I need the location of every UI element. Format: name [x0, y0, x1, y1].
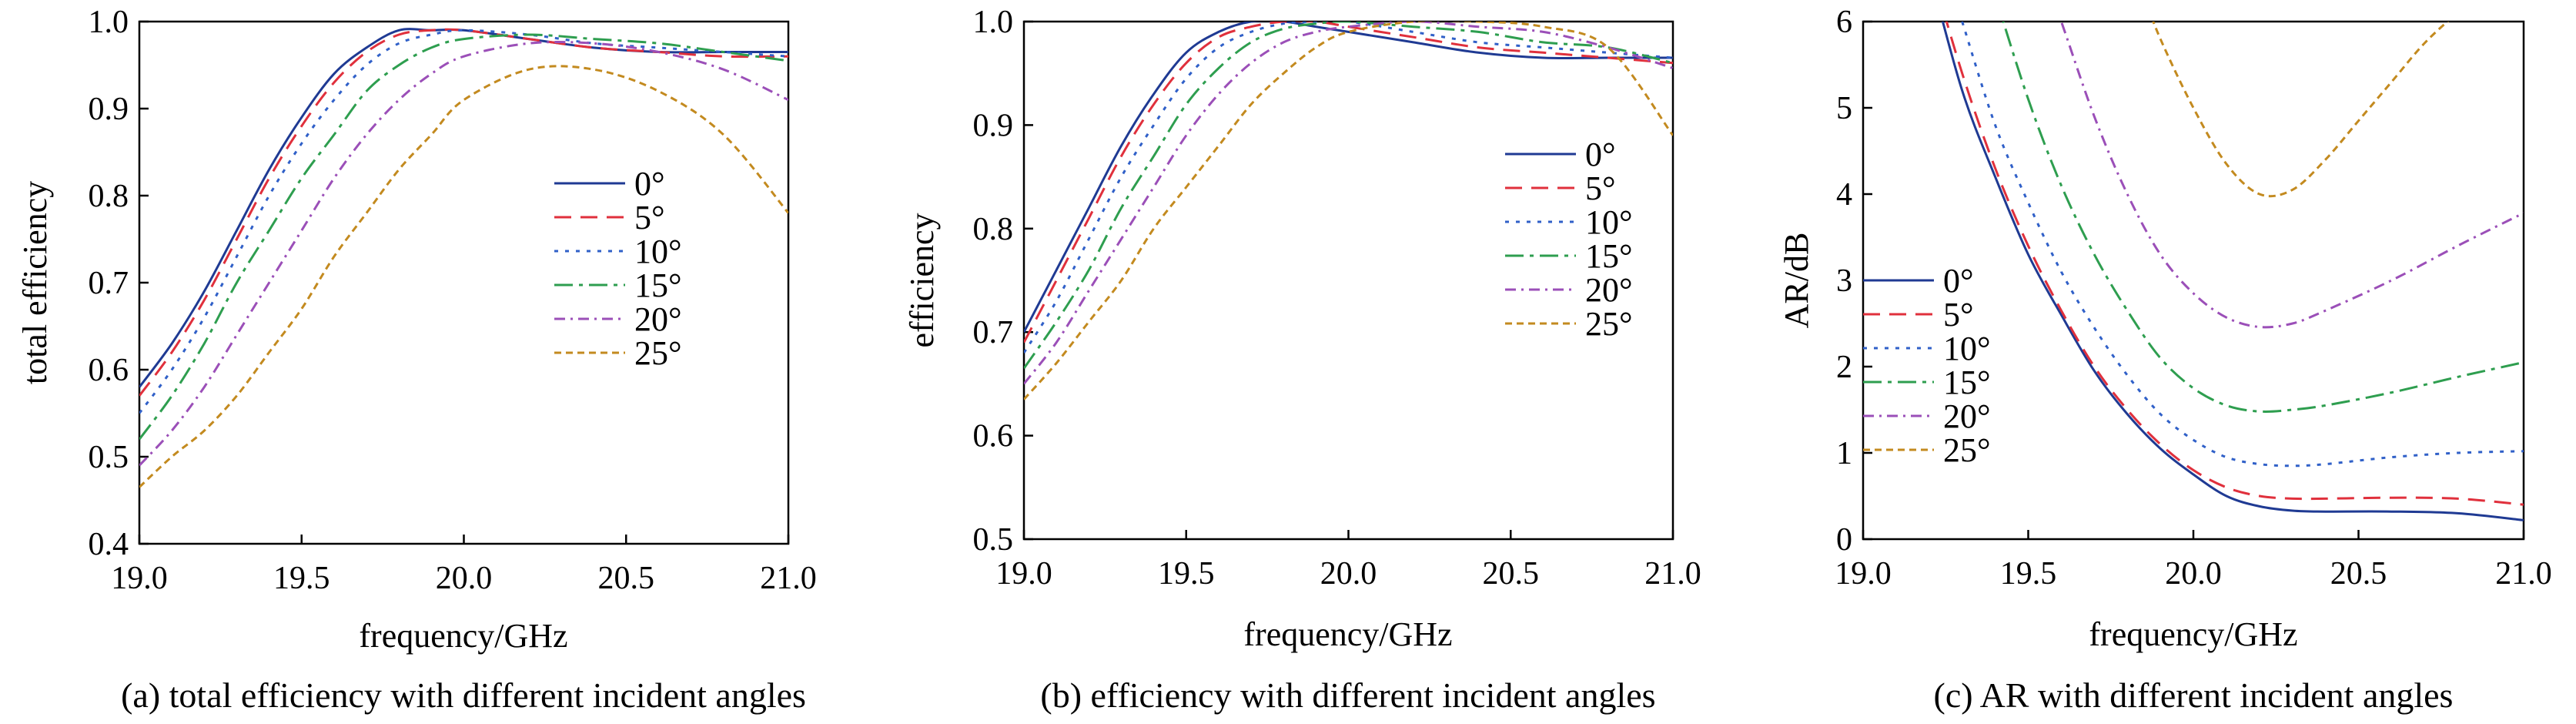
series-line-0: [139, 28, 788, 388]
y-tick-label: 0.9: [973, 108, 1014, 143]
legend-label: 25°: [1943, 431, 1991, 469]
y-axis-label: efficiency: [903, 213, 941, 347]
x-axis-label: frequency/GHz: [359, 617, 567, 655]
y-tick-label: 1.0: [973, 5, 1014, 40]
series-line-5: [2152, 22, 2450, 198]
y-tick-label: 3: [1836, 263, 1852, 299]
x-ticks: 19.0 19.5 20.0 20.5 21.0: [1835, 530, 2552, 592]
x-ticks: 19.0 19.5 20.0 20.5 21.0: [111, 535, 817, 596]
series-line-1: [1024, 22, 1673, 344]
legend-label: 0°: [1943, 262, 1974, 300]
y-tick-label: 0.9: [89, 92, 129, 127]
caption: (c) AR with different incident angles: [1934, 675, 2454, 715]
legend-label: 10°: [634, 233, 682, 270]
series-line-4: [139, 41, 788, 467]
legend-label: 10°: [1943, 330, 1991, 367]
y-tick-label: 2: [1836, 350, 1852, 385]
series-line-1: [139, 28, 788, 397]
x-tick-label: 19.0: [995, 556, 1052, 592]
legend-label: 15°: [1943, 364, 1991, 401]
legend: 0°5°10°15°20°25°: [554, 165, 682, 372]
y-tick-label: 0.5: [973, 522, 1014, 558]
series-line-2: [139, 28, 788, 414]
series-line-1: [1945, 22, 2524, 506]
x-tick-label: 19.5: [1158, 556, 1215, 592]
legend-label: 5°: [634, 199, 665, 236]
series-lines: [139, 28, 788, 488]
y-tick-label: 4: [1836, 177, 1852, 213]
legend: 0°5°10°15°20°25°: [1505, 136, 1633, 343]
x-tick-label: 21.0: [1644, 556, 1701, 592]
x-tick-label: 19.0: [1835, 556, 1892, 592]
x-tick-label: 19.0: [111, 561, 168, 596]
series-lines: [1941, 22, 2524, 521]
y-tick-label: 0.8: [973, 212, 1014, 247]
series-lines: [1024, 22, 1673, 401]
x-tick-label: 19.5: [2000, 556, 2057, 592]
y-tick-label: 0.7: [973, 315, 1014, 350]
legend: 0°5°10°15°20°25°: [1863, 262, 1991, 469]
y-tick-label: 0.8: [89, 179, 129, 214]
x-tick-label: 20.0: [436, 561, 493, 596]
series-line-5: [139, 65, 788, 488]
x-axis-label: frequency/GHz: [1243, 615, 1452, 653]
legend-label: 25°: [634, 334, 682, 372]
series-line-3: [2002, 22, 2524, 413]
x-axis-label: frequency/GHz: [2089, 615, 2297, 653]
y-tick-label: 0.5: [89, 440, 129, 475]
x-ticks: 19.0 19.5 20.0 20.5 21.0: [995, 530, 1701, 592]
y-tick-label: 0.4: [89, 527, 129, 562]
caption: (b) efficiency with different incident a…: [1040, 675, 1655, 715]
x-tick-label: 20.5: [598, 561, 655, 596]
legend-label: 20°: [1585, 271, 1633, 309]
legend-label: 5°: [1585, 169, 1616, 207]
series-line-0: [1024, 22, 1673, 333]
chart-b: 0.50.60.70.80.91.0 19.0 19.5 20.0 20.5 21.0 …: [903, 5, 1701, 715]
x-tick-label: 20.5: [2330, 556, 2387, 592]
x-tick-label: 20.0: [1320, 556, 1377, 592]
legend-label: 10°: [1585, 203, 1633, 241]
series-line-2: [1961, 22, 2524, 468]
series-line-0: [1941, 22, 2524, 521]
x-tick-label: 20.5: [1483, 556, 1540, 592]
y-tick-label: 0.6: [973, 419, 1014, 454]
series-line-4: [2059, 22, 2524, 329]
y-axis-label: AR/dB: [1778, 233, 1815, 329]
caption: (a) total efficiency with different inci…: [121, 675, 806, 715]
legend-label: 20°: [1943, 397, 1991, 435]
legend-label: 15°: [634, 266, 682, 304]
y-tick-label: 6: [1836, 5, 1852, 40]
y-tick-label: 1.0: [89, 5, 129, 40]
y-tick-label: 1: [1836, 436, 1852, 471]
y-tick-label: 0.7: [89, 266, 129, 301]
y-tick-label: 0.6: [89, 353, 129, 388]
legend-label: 5°: [1943, 296, 1974, 334]
x-tick-label: 21.0: [760, 561, 817, 596]
y-ticks: 0 1 2 3 4 5 6: [1836, 5, 1872, 558]
y-tick-label: 5: [1836, 91, 1852, 126]
y-ticks: 0.4 0.5 0.6 0.7 0.8 0.9 1.0: [89, 5, 149, 562]
legend-label: 15°: [1585, 237, 1633, 275]
series-line-4: [1024, 22, 1673, 385]
y-axis-label: total efficiency: [16, 181, 54, 384]
legend-label: 0°: [634, 165, 665, 203]
legend-label: 0°: [1585, 136, 1616, 173]
x-tick-label: 19.5: [273, 561, 330, 596]
legend-label: 25°: [1585, 305, 1633, 343]
series-line-3: [139, 33, 788, 441]
series-line-5: [1024, 22, 1673, 401]
y-ticks: 0.5 0.6 0.7 0.8 0.9 1.0: [973, 5, 1033, 558]
x-tick-label: 20.0: [2165, 556, 2222, 592]
legend-label: 20°: [634, 300, 682, 338]
x-tick-label: 21.0: [2495, 556, 2552, 592]
series-line-2: [1024, 22, 1673, 354]
chart-a: 0.4 0.5 0.6 0.7 0.8 0.9 1.0 19.0 19.5 20.0 20.5 21…: [16, 5, 817, 715]
series-line-3: [1024, 22, 1673, 370]
y-tick-label: 0: [1836, 522, 1852, 558]
